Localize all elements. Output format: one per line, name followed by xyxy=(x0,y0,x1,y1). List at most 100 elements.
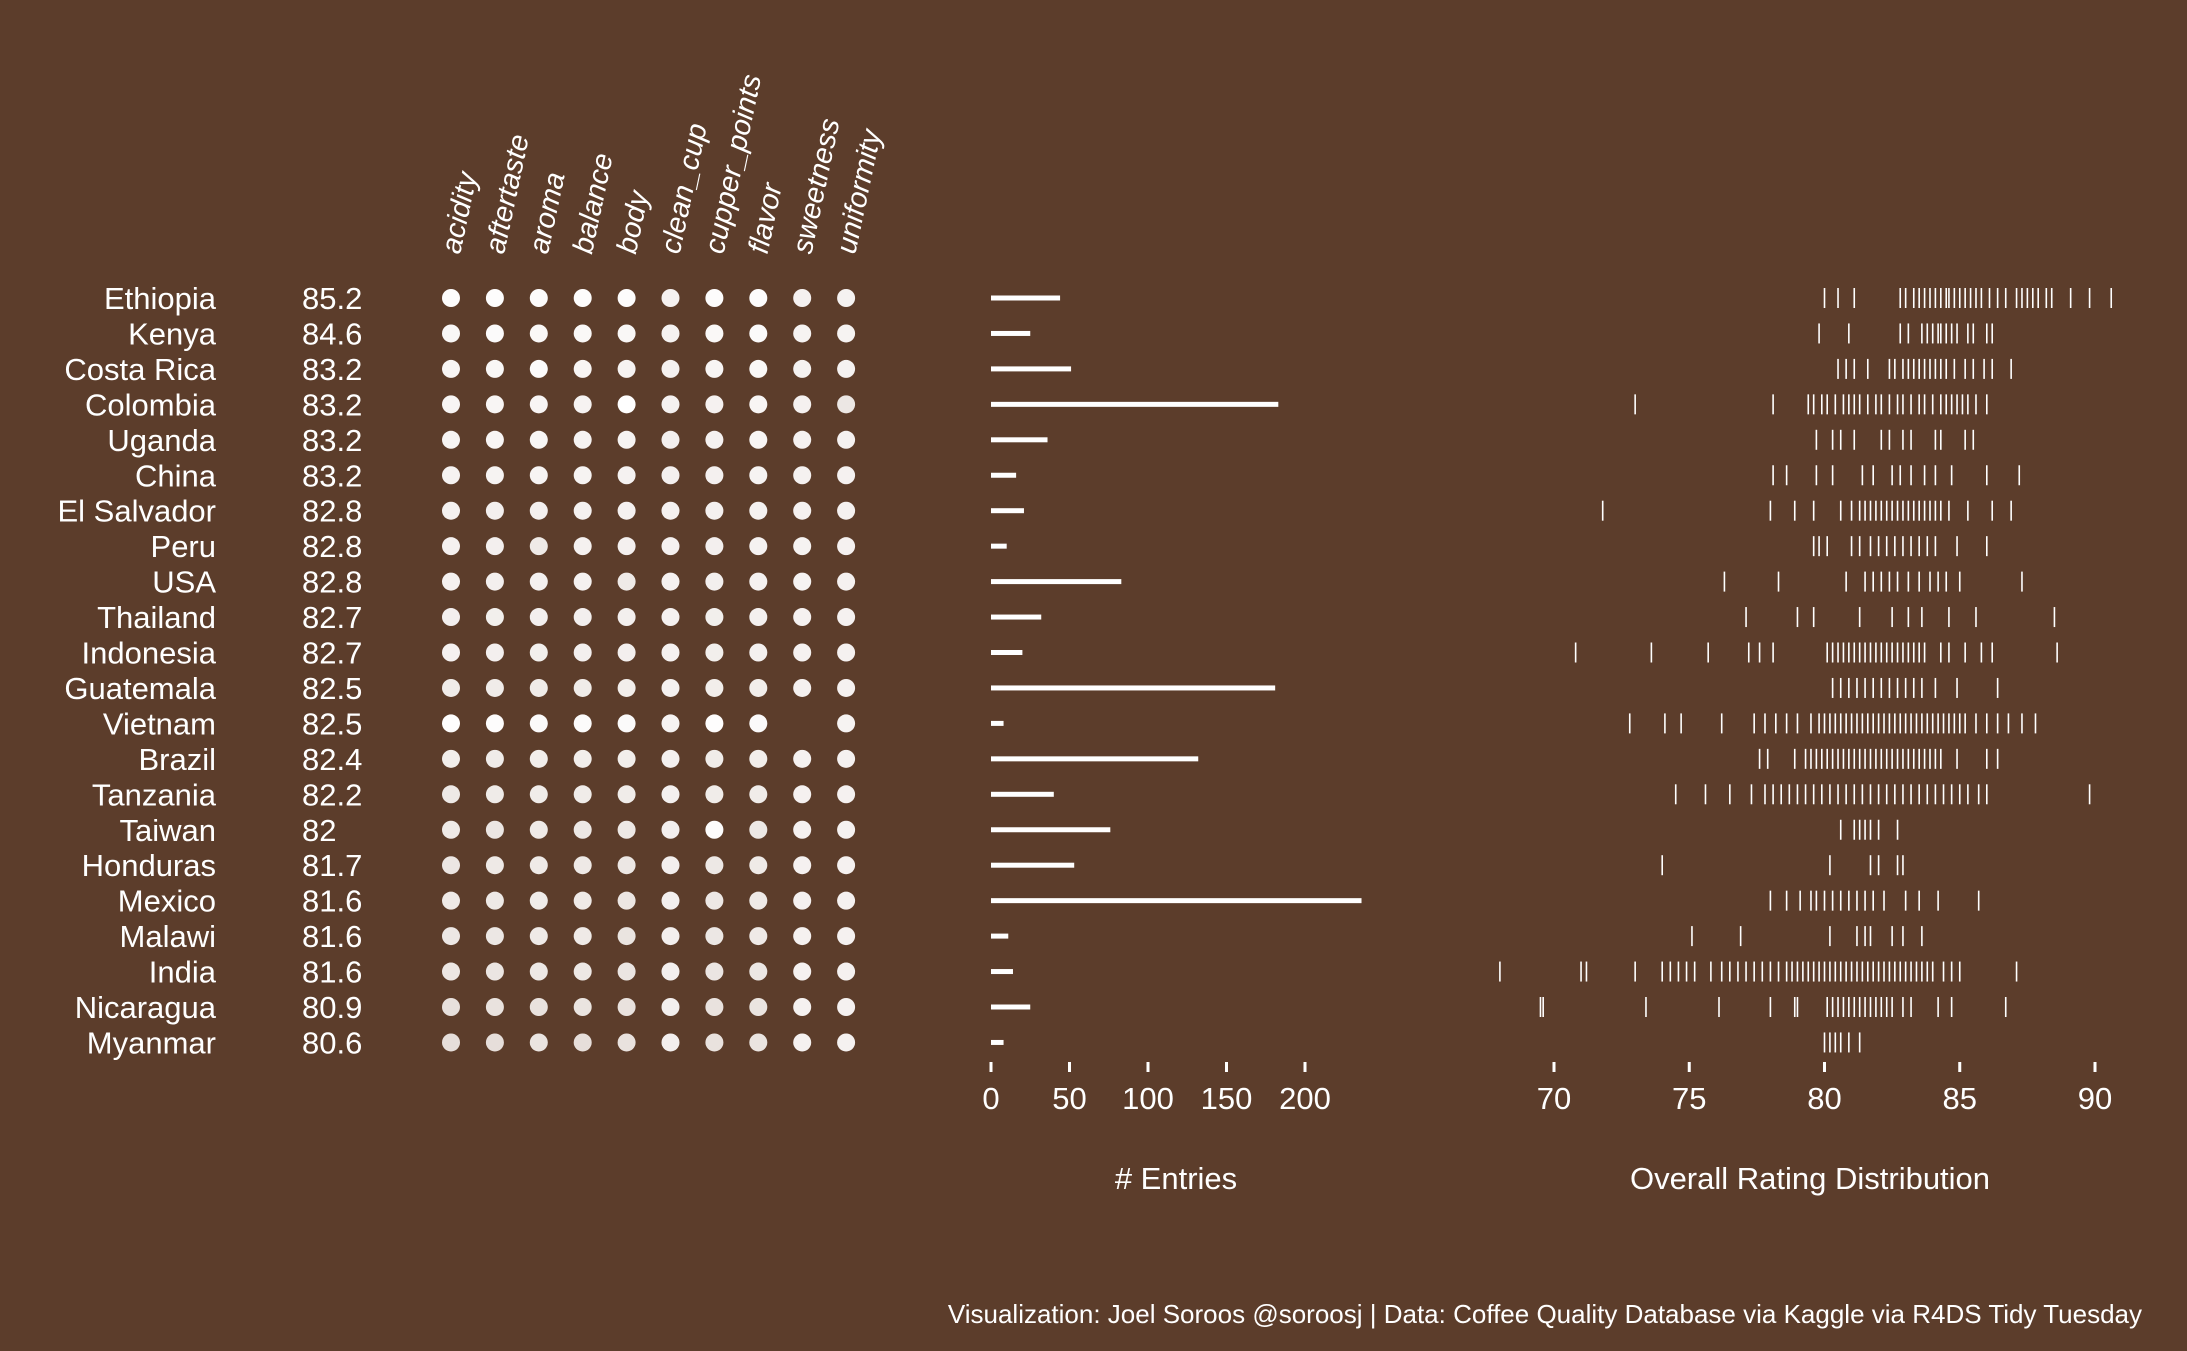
attribute-dot xyxy=(529,466,548,485)
rating-label: 81.6 xyxy=(302,955,362,990)
attribute-dot xyxy=(705,501,724,520)
entries-bar xyxy=(991,543,1007,549)
attribute-dot xyxy=(529,537,548,556)
rating-label: 83.2 xyxy=(302,387,362,422)
attribute-dot xyxy=(573,785,592,804)
distribution-tick-label: 70 xyxy=(1537,1081,1571,1116)
attribute-dot xyxy=(749,891,768,910)
rating-rug-ticks xyxy=(1499,288,2113,1053)
attribute-dot xyxy=(529,714,548,733)
attribute-dot xyxy=(837,430,856,449)
attribute-dot xyxy=(485,998,504,1016)
attribute-dot xyxy=(705,785,724,804)
attribute-dot xyxy=(442,998,460,1016)
distribution-tick-label: 80 xyxy=(1807,1081,1841,1116)
attribute-dot xyxy=(705,537,724,556)
attribute-dot xyxy=(793,820,812,839)
entries-bar xyxy=(991,898,1362,904)
attribute-dot xyxy=(749,501,768,520)
entries-bar xyxy=(991,756,1199,762)
country-label: China xyxy=(135,458,217,493)
rating-label: 82.8 xyxy=(302,565,362,600)
attribute-dot xyxy=(617,359,636,378)
attribute-dot xyxy=(705,395,724,414)
attribute-dot xyxy=(793,466,812,485)
attribute-dot xyxy=(793,927,812,946)
country-label: Costa Rica xyxy=(64,352,216,387)
attribute-dot xyxy=(617,537,636,556)
attribute-dot xyxy=(661,359,680,378)
rating-label: 81.6 xyxy=(302,919,362,954)
attribute-dot xyxy=(661,891,680,910)
attribute-dot xyxy=(705,466,724,485)
attribute-dot xyxy=(485,678,504,697)
entries-bar xyxy=(991,720,1004,726)
attribute-dot xyxy=(705,927,724,946)
country-label: Vietnam xyxy=(103,706,216,741)
attribute-dot xyxy=(705,608,724,627)
attribute-dots xyxy=(442,289,856,1052)
attribute-dot xyxy=(617,927,636,946)
attribute-dot xyxy=(529,501,548,520)
attribute-dot xyxy=(573,998,592,1016)
attribute-dot xyxy=(793,856,812,875)
attribute-dot xyxy=(705,678,724,697)
attribute-dot xyxy=(529,1033,548,1052)
attribute-dot xyxy=(837,289,856,307)
entries-bar xyxy=(991,330,1031,336)
entries-bar xyxy=(991,508,1024,514)
attribute-dot xyxy=(837,324,856,343)
attribute-dot xyxy=(617,466,636,485)
attribute-dot xyxy=(617,289,636,307)
caption: Visualization: Joel Soroos @soroosj | Da… xyxy=(948,1299,2142,1329)
attribute-dot xyxy=(749,608,768,627)
attribute-dot xyxy=(573,430,592,449)
attribute-dot xyxy=(749,820,768,839)
attribute-dot xyxy=(617,572,636,591)
country-label: Brazil xyxy=(138,742,216,777)
attribute-dot xyxy=(529,430,548,449)
attribute-dot xyxy=(617,749,636,768)
rating-label: 81.7 xyxy=(302,848,362,883)
attribute-dot xyxy=(573,289,592,307)
attribute-dot xyxy=(442,785,460,804)
attribute-dot xyxy=(442,678,460,697)
entries-bar xyxy=(991,614,1042,620)
attribute-dot xyxy=(617,1033,636,1052)
attribute-dot xyxy=(617,643,636,662)
attribute-dot xyxy=(573,891,592,910)
attribute-dot xyxy=(793,430,812,449)
attribute-dot xyxy=(442,962,460,981)
attribute-dot xyxy=(705,962,724,981)
attribute-dot xyxy=(529,608,548,627)
attribute-dot xyxy=(661,962,680,981)
attribute-dot xyxy=(837,998,856,1016)
rating-label: 80.6 xyxy=(302,1025,362,1060)
attribute-dot xyxy=(485,820,504,839)
attribute-dot xyxy=(573,962,592,981)
country-label: Myanmar xyxy=(87,1025,216,1060)
entries-bar xyxy=(991,862,1075,868)
attribute-dot xyxy=(837,572,856,591)
attribute-dot xyxy=(573,643,592,662)
rating-label: 82.5 xyxy=(302,706,362,741)
attribute-dot xyxy=(793,891,812,910)
attribute-dot xyxy=(617,501,636,520)
attribute-dot xyxy=(573,395,592,414)
attribute-dot xyxy=(617,891,636,910)
attribute-dot xyxy=(442,430,460,449)
attribute-dot xyxy=(661,501,680,520)
attribute-dot xyxy=(837,395,856,414)
attribute-dot xyxy=(793,324,812,343)
country-label: Indonesia xyxy=(82,636,217,671)
attribute-dot xyxy=(661,537,680,556)
attribute-dot xyxy=(485,608,504,627)
attribute-dot xyxy=(837,643,856,662)
attribute-dot xyxy=(837,501,856,520)
attribute-dot xyxy=(485,537,504,556)
attribute-dot xyxy=(617,608,636,627)
attribute-dot xyxy=(442,537,460,556)
